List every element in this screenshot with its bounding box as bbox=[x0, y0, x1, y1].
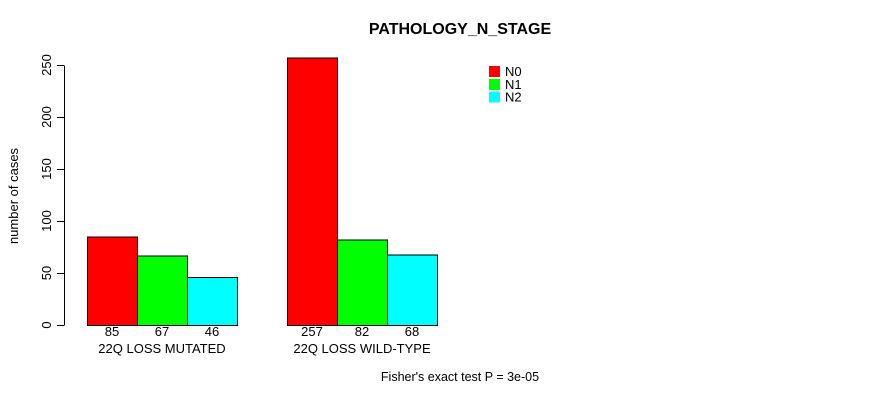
bar-value-label: 46 bbox=[205, 324, 219, 339]
legend-swatch-N1 bbox=[489, 78, 500, 90]
bar-value-label: 85 bbox=[105, 324, 119, 339]
y-tick-label: 100 bbox=[39, 210, 54, 232]
y-tick-label: 50 bbox=[39, 266, 54, 280]
y-tick-label: 150 bbox=[39, 158, 54, 180]
bar-value-label: 257 bbox=[301, 324, 323, 339]
bar-value-label: 82 bbox=[355, 324, 369, 339]
legend-label: N0 bbox=[505, 64, 522, 79]
y-tick-label: 0 bbox=[39, 321, 54, 328]
legend-swatch-N2 bbox=[489, 91, 500, 103]
bar-N0 bbox=[87, 236, 138, 327]
bars-group: 85 67 46 22Q LOSS MUTATED 257 82 68 22Q LOSS WI… bbox=[87, 57, 438, 356]
bar-value-label: 68 bbox=[405, 324, 419, 339]
y-axis: 0 50 100 150 200 250 bbox=[39, 54, 65, 329]
legend-label: N2 bbox=[505, 90, 522, 105]
y-axis-title: number of cases bbox=[6, 147, 21, 244]
bar-N2 bbox=[387, 254, 438, 326]
bar-N0 bbox=[287, 57, 338, 326]
stat-test-note: Fisher's exact test P = 3e-05 bbox=[381, 370, 539, 384]
bar-N2 bbox=[187, 277, 238, 327]
bar-N1 bbox=[137, 255, 188, 327]
legend-label: N1 bbox=[505, 77, 522, 92]
bar-value-label: 67 bbox=[155, 324, 169, 339]
chart-title: PATHOLOGY_N_STAGE bbox=[369, 21, 552, 38]
category-label: 22Q LOSS MUTATED bbox=[98, 341, 225, 356]
bar-N1 bbox=[337, 239, 388, 326]
legend-swatch-N0 bbox=[489, 66, 500, 77]
y-tick-label: 200 bbox=[39, 106, 54, 128]
category-label: 22Q LOSS WILD-TYPE bbox=[293, 341, 431, 356]
y-tick-label: 250 bbox=[39, 54, 54, 76]
